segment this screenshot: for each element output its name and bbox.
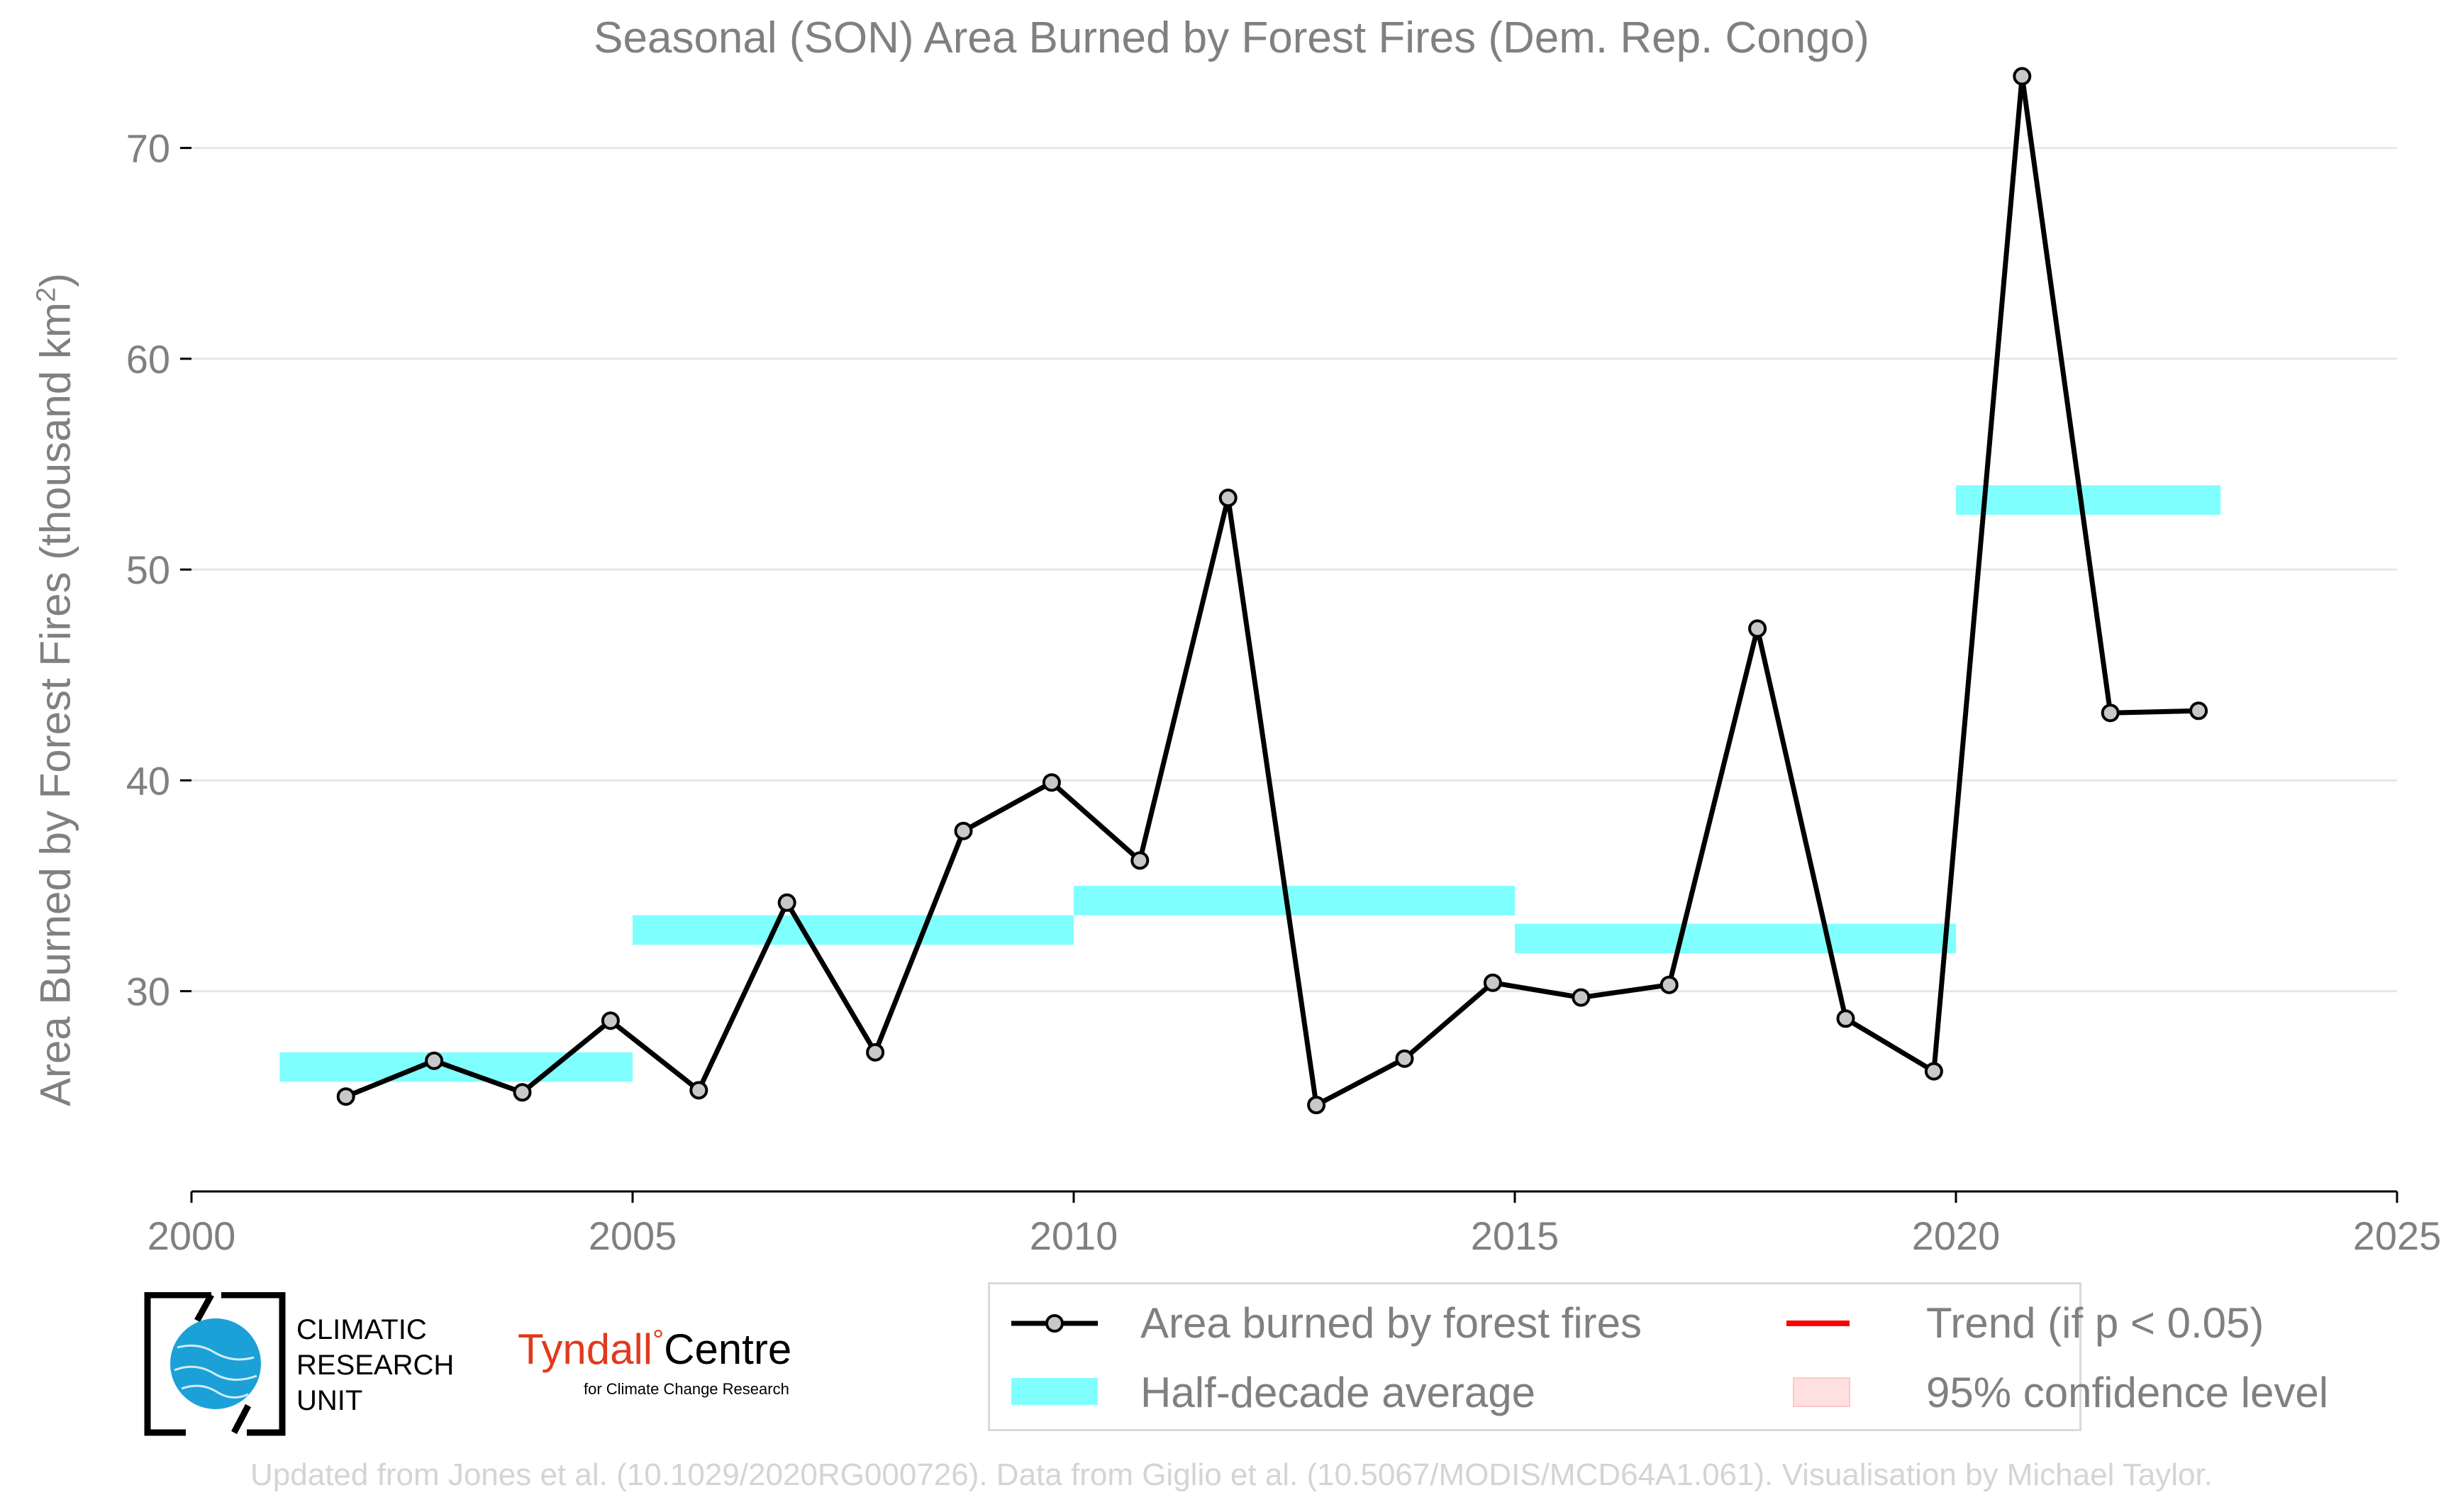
x-tick-label: 2025 bbox=[2353, 1213, 2442, 1258]
axes: 30 40 50 60 70 2000 2005 2010 2015 2020 2025 bbox=[126, 126, 2442, 1258]
data-point bbox=[1130, 851, 1150, 870]
cru-line-1: CLIMATIC bbox=[296, 1314, 427, 1345]
y-tick-label: 60 bbox=[126, 337, 170, 382]
half-decade-band bbox=[1074, 885, 1515, 916]
legend-swatches bbox=[1011, 1314, 1850, 1407]
data-point bbox=[777, 893, 796, 912]
legend-swatch-confidence bbox=[1793, 1377, 1850, 1407]
tyndall-logo-text: Tyndall°Centre bbox=[518, 1325, 791, 1374]
data-point bbox=[2013, 67, 2032, 86]
data-point bbox=[2101, 704, 2120, 723]
tyndall-degree: ° bbox=[652, 1325, 665, 1356]
legend-label-half-decade: Half-decade average bbox=[1140, 1369, 1536, 1416]
chart-title: Seasonal (SON) Area Burned by Forest Fir… bbox=[594, 13, 1869, 62]
y-tick-label: 70 bbox=[126, 126, 170, 171]
data-point bbox=[1572, 988, 1591, 1007]
tyndall-subtitle: for Climate Change Research bbox=[584, 1380, 789, 1398]
cru-logo bbox=[144, 1292, 286, 1436]
data-point bbox=[425, 1051, 444, 1070]
half-decade-band bbox=[1515, 923, 1956, 954]
data-point bbox=[336, 1087, 355, 1106]
half-decade-band bbox=[1956, 485, 2221, 515]
x-tick-label: 2005 bbox=[589, 1213, 677, 1258]
footer-credits: Updated from Jones et al. (10.1029/2020R… bbox=[250, 1457, 2213, 1492]
data-point bbox=[601, 1011, 620, 1030]
cru-line-2: RESEARCH bbox=[296, 1350, 455, 1381]
data-point bbox=[1218, 489, 1238, 508]
data-point bbox=[1836, 1009, 1855, 1028]
data-point bbox=[513, 1083, 532, 1102]
data-point bbox=[1483, 973, 1502, 992]
data-point bbox=[2189, 701, 2208, 721]
data-point bbox=[1659, 975, 1679, 994]
x-tick-label: 2000 bbox=[148, 1213, 236, 1258]
legend-label-area: Area burned by forest fires bbox=[1140, 1299, 1642, 1347]
data-point bbox=[1924, 1062, 1943, 1081]
tyndall-centre: Centre bbox=[664, 1325, 792, 1373]
cru-logo-text: CLIMATIC RESEARCH UNIT bbox=[296, 1312, 454, 1418]
legend-swatch-band bbox=[1011, 1378, 1098, 1405]
data-point bbox=[866, 1043, 885, 1062]
y-tick-label: 40 bbox=[126, 758, 170, 803]
half-decade-bands bbox=[279, 485, 2221, 1082]
legend-label-confidence: 95% confidence level bbox=[1926, 1369, 2329, 1416]
x-tick-label: 2010 bbox=[1030, 1213, 1118, 1258]
data-point bbox=[1307, 1096, 1326, 1115]
y-tick-label: 30 bbox=[126, 969, 170, 1014]
legend: Area burned by forest fires Half-decade … bbox=[988, 1282, 2328, 1431]
tyndall-name: Tyndall bbox=[518, 1325, 653, 1373]
half-decade-band bbox=[633, 915, 1074, 945]
legend-swatch-marker bbox=[1045, 1314, 1064, 1333]
data-point bbox=[1042, 773, 1061, 792]
data-point bbox=[689, 1081, 708, 1100]
cru-line-3: UNIT bbox=[296, 1385, 363, 1416]
series-layer bbox=[336, 67, 2208, 1115]
data-point bbox=[954, 821, 973, 840]
y-tick-label: 50 bbox=[126, 547, 170, 592]
series-line bbox=[345, 74, 2199, 1108]
legend-label-trend: Trend (if p < 0.05) bbox=[1926, 1299, 2264, 1347]
x-tick-label: 2020 bbox=[1912, 1213, 2001, 1258]
gridlines bbox=[191, 147, 2397, 993]
x-tick-label: 2015 bbox=[1471, 1213, 1559, 1258]
data-point bbox=[1748, 619, 1767, 638]
data-point bbox=[1395, 1049, 1414, 1068]
